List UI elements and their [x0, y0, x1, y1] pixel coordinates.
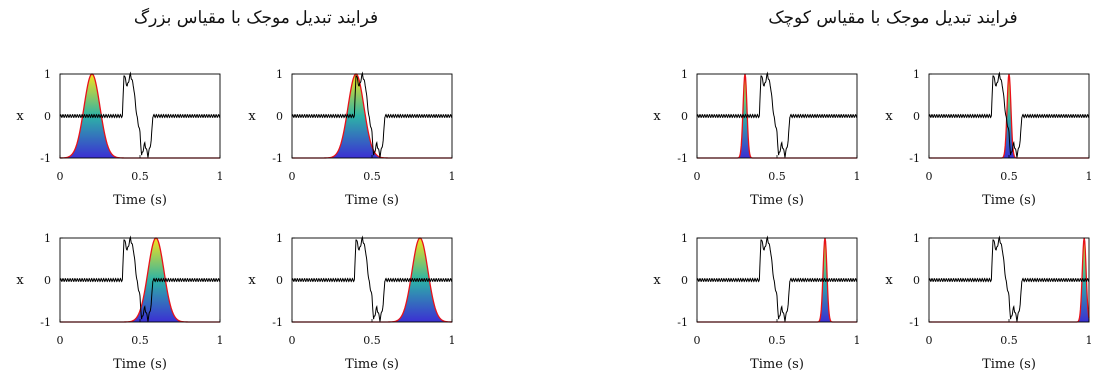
y-tick-label: 0	[276, 274, 283, 287]
x-tick-label: 0.5	[363, 334, 381, 347]
panel-title-small-scale: فرایند تبدیل موجک با مقیاس کوچک	[768, 8, 1018, 28]
x-tick-label: 0.5	[768, 334, 786, 347]
subplot-large-scale-bottom-right: 1 0 -1 0 0.5 1 Time (s) x	[248, 232, 455, 372]
x-axis-label: Time (s)	[982, 357, 1036, 372]
x-axis-label: Time (s)	[345, 357, 399, 372]
x-tick-label: 0.5	[1000, 334, 1018, 347]
y-axis-label: x	[248, 273, 256, 288]
x-tick-label: 0	[694, 170, 701, 183]
y-tick-label: -1	[40, 152, 51, 165]
y-tick-label: 1	[276, 232, 283, 245]
signal-line	[59, 71, 221, 158]
subplot-small-scale-top-right: 1 0 -1 0 0.5 1 Time (s) x	[885, 68, 1092, 208]
x-tick-label: 1	[217, 334, 224, 347]
wavelet-fill	[328, 74, 384, 158]
y-axis-label: x	[885, 109, 893, 124]
x-tick-label: 0.5	[131, 170, 149, 183]
x-tick-label: 0.5	[131, 334, 149, 347]
subplot-large-scale-bottom-left: 1 0 -1 0 0.5 1 Time (s) x	[16, 232, 223, 372]
x-axis-label: Time (s)	[345, 193, 399, 208]
y-tick-label: 1	[44, 68, 51, 81]
y-axis-label: x	[16, 273, 24, 288]
x-tick-label: 0.5	[363, 170, 381, 183]
y-tick-label: 1	[276, 68, 283, 81]
y-tick-label: 1	[44, 232, 51, 245]
x-tick-label: 0	[57, 170, 64, 183]
wavelet-fill	[1002, 74, 1016, 158]
x-tick-label: 1	[1086, 170, 1093, 183]
y-axis-label: x	[248, 109, 256, 124]
signal-line	[696, 71, 858, 158]
subplot-small-scale-bottom-right: 1 0 -1 0 0.5 1 Time (s) x	[885, 232, 1092, 372]
x-axis-label: Time (s)	[113, 193, 167, 208]
signal-line	[291, 71, 453, 158]
y-tick-label: 1	[681, 68, 688, 81]
x-tick-label: 0	[289, 334, 296, 347]
y-tick-label: -1	[272, 152, 283, 165]
y-tick-label: -1	[40, 316, 51, 329]
y-tick-label: -1	[677, 316, 688, 329]
x-tick-label: 0	[926, 170, 933, 183]
y-tick-label: -1	[272, 316, 283, 329]
subplot-small-scale-bottom-left: 1 0 -1 0 0.5 1 Time (s) x	[653, 232, 860, 372]
y-tick-label: -1	[909, 316, 920, 329]
y-tick-label: 0	[44, 110, 51, 123]
subplot-small-scale-top-left: 1 0 -1 0 0.5 1 Time (s) x	[653, 68, 860, 208]
x-tick-label: 0.5	[1000, 170, 1018, 183]
y-tick-label: 0	[44, 274, 51, 287]
subplot-large-scale-top-left: 1 0 -1 0 0.5 1 Time (s) x	[16, 68, 223, 208]
x-tick-label: 0.5	[768, 170, 786, 183]
y-tick-label: 1	[913, 68, 920, 81]
x-tick-label: 0	[57, 334, 64, 347]
y-axis-label: x	[653, 109, 661, 124]
subplot-large-scale-top-right: 1 0 -1 0 0.5 1 Time (s) x	[248, 68, 455, 208]
x-tick-label: 1	[854, 170, 861, 183]
y-tick-label: 0	[681, 110, 688, 123]
x-axis-label: Time (s)	[113, 357, 167, 372]
y-tick-label: 0	[681, 274, 688, 287]
x-tick-label: 1	[217, 170, 224, 183]
signal-line	[59, 235, 221, 322]
y-tick-label: 1	[913, 232, 920, 245]
y-axis-label: x	[653, 273, 661, 288]
y-tick-label: 0	[913, 274, 920, 287]
signal-line	[696, 235, 858, 322]
x-tick-label: 1	[449, 334, 456, 347]
x-tick-label: 0	[694, 334, 701, 347]
x-axis-label: Time (s)	[982, 193, 1036, 208]
y-tick-label: 1	[681, 232, 688, 245]
x-tick-label: 1	[1086, 334, 1093, 347]
y-tick-label: -1	[909, 152, 920, 165]
x-tick-label: 0	[926, 334, 933, 347]
x-tick-label: 1	[449, 170, 456, 183]
y-axis-label: x	[16, 109, 24, 124]
signal-line	[928, 71, 1090, 158]
y-tick-label: 0	[276, 110, 283, 123]
x-tick-label: 1	[854, 334, 861, 347]
y-tick-label: -1	[677, 152, 688, 165]
signal-line	[291, 235, 453, 322]
x-axis-label: Time (s)	[750, 193, 804, 208]
x-tick-label: 0	[289, 170, 296, 183]
panel-title-large-scale: فرایند تبدیل موجک با مقیاس بزرگ	[133, 8, 379, 28]
y-tick-label: 0	[913, 110, 920, 123]
x-axis-label: Time (s)	[750, 357, 804, 372]
y-axis-label: x	[885, 273, 893, 288]
signal-line	[928, 235, 1090, 322]
